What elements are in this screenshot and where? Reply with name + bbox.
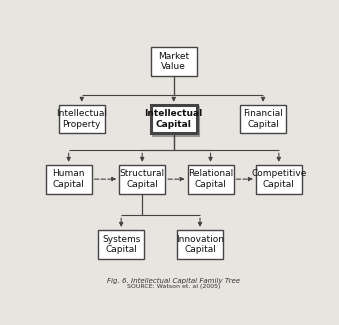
FancyBboxPatch shape bbox=[119, 165, 165, 193]
Text: Innovation
Capital: Innovation Capital bbox=[176, 235, 224, 254]
Text: Intellectual
Property: Intellectual Property bbox=[56, 110, 107, 129]
Text: Human
Capital: Human Capital bbox=[53, 169, 85, 189]
Text: Market
Value: Market Value bbox=[158, 52, 189, 71]
Text: Intellectual
Capital: Intellectual Capital bbox=[145, 110, 203, 129]
Text: Structural
Capital: Structural Capital bbox=[120, 169, 165, 189]
FancyBboxPatch shape bbox=[59, 105, 105, 134]
FancyBboxPatch shape bbox=[151, 47, 197, 76]
Text: Systems
Capital: Systems Capital bbox=[102, 235, 140, 254]
FancyBboxPatch shape bbox=[151, 105, 197, 134]
FancyBboxPatch shape bbox=[46, 165, 92, 193]
FancyBboxPatch shape bbox=[98, 230, 144, 259]
Text: SOURCE: Watson et. al (2005): SOURCE: Watson et. al (2005) bbox=[127, 284, 220, 289]
FancyBboxPatch shape bbox=[177, 230, 223, 259]
Text: Financial
Capital: Financial Capital bbox=[243, 110, 283, 129]
Text: Competitive
Capital: Competitive Capital bbox=[251, 169, 306, 189]
Text: Fig. 6. Intellectual Capital Family Tree: Fig. 6. Intellectual Capital Family Tree bbox=[107, 278, 240, 283]
Text: Relational
Capital: Relational Capital bbox=[188, 169, 233, 189]
FancyBboxPatch shape bbox=[256, 165, 302, 193]
FancyBboxPatch shape bbox=[153, 107, 199, 136]
FancyBboxPatch shape bbox=[240, 105, 286, 134]
FancyBboxPatch shape bbox=[187, 165, 234, 193]
